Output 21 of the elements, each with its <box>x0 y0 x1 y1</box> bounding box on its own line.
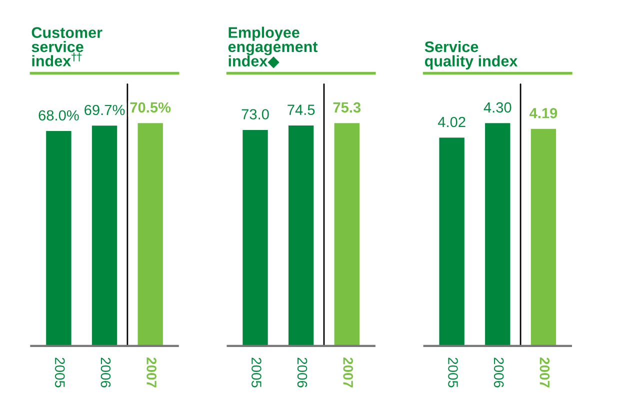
chart-title: Employee engagement index◆ <box>228 26 318 68</box>
data-label: 73.0 <box>242 109 269 120</box>
x-tick-label: 2006 <box>100 358 111 388</box>
chart-title: Service quality index <box>424 41 518 70</box>
chart-title: Customer service index$^{††}$ <box>32 27 102 66</box>
x-tick-label: 2007 <box>146 358 156 388</box>
x-tick-label: 2005 <box>54 358 65 388</box>
data-label: 68.0% <box>38 110 79 121</box>
data-label: 4.30 <box>484 102 512 113</box>
x-tick-label: 2005 <box>448 358 458 388</box>
x-tick-label: 2006 <box>297 358 308 388</box>
data-label: 69.7% <box>84 104 125 116</box>
data-label: 74.5 <box>288 104 315 115</box>
x-tick-label: 2007 <box>540 358 550 388</box>
data-label: 4.02 <box>438 116 466 128</box>
data-label: 70.5% <box>130 102 171 113</box>
data-label: 75.3 <box>333 102 361 113</box>
x-tick-label: 2006 <box>494 358 504 388</box>
x-tick-label: 2007 <box>343 358 354 388</box>
data-label: 4.19 <box>529 108 558 118</box>
x-tick-label: 2005 <box>252 358 262 388</box>
